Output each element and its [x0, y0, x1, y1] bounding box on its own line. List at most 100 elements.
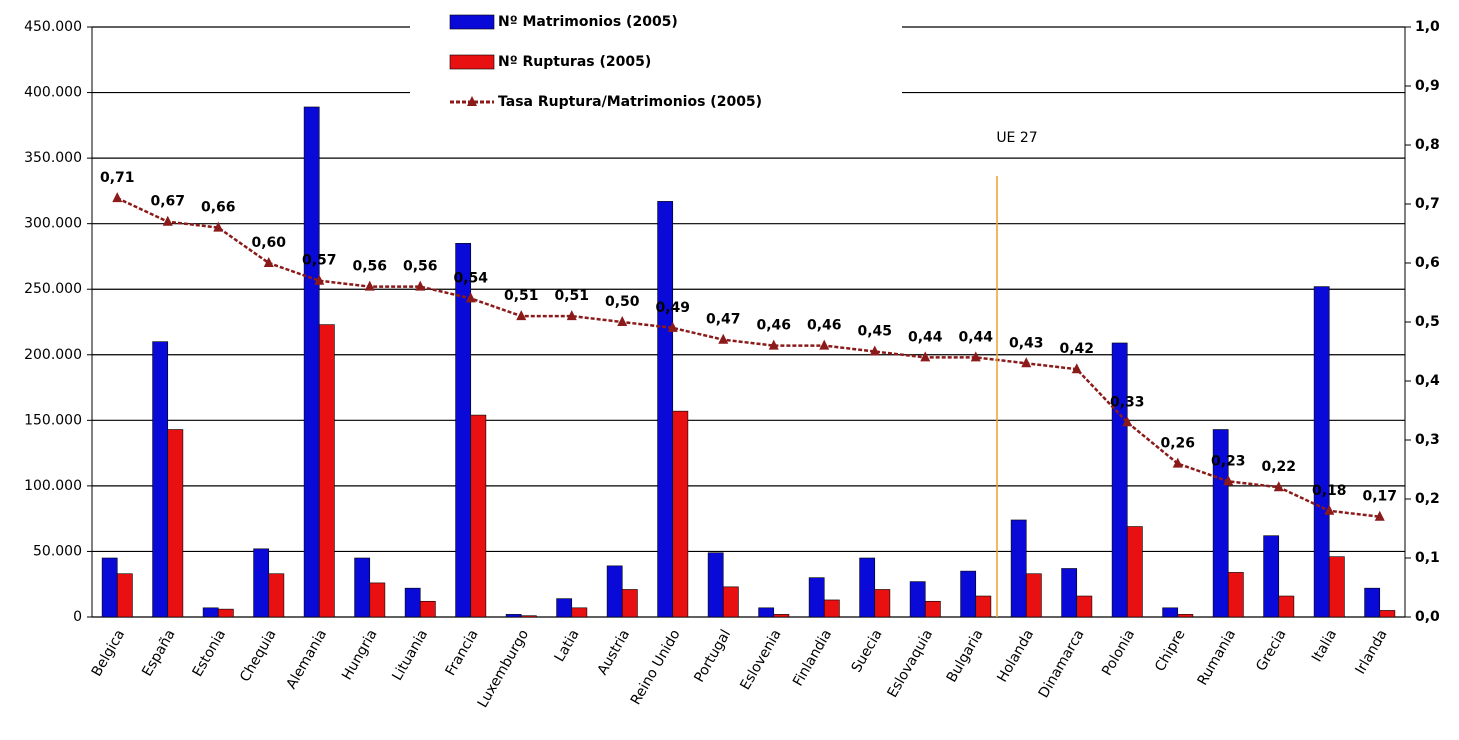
bar: [152, 341, 169, 618]
bar: [874, 589, 891, 618]
bar: [960, 570, 977, 618]
rate-label: 0,26: [1160, 436, 1195, 452]
bar: [520, 615, 537, 618]
bar: [1227, 572, 1244, 618]
x-tick-label: Estonia: [190, 627, 230, 680]
bar: [556, 598, 573, 618]
x-tick-label: Latia: [552, 627, 583, 665]
bar: [202, 607, 219, 618]
x-tick-label: Italia: [1309, 627, 1340, 665]
rate-marker: [869, 345, 880, 356]
rate-label: 0,51: [554, 288, 589, 304]
bar: [1177, 614, 1194, 618]
bar: [1162, 607, 1179, 618]
bar: [621, 589, 638, 618]
rate-marker: [566, 310, 577, 321]
x-tick-label: Rumania: [1195, 627, 1240, 688]
bar: [167, 429, 184, 618]
y-tick-label: 150.000: [24, 412, 82, 428]
rate-marker: [263, 257, 274, 267]
x-tick-label: Chipre: [1152, 627, 1189, 674]
y-tick-label: 350.000: [24, 150, 82, 166]
y-tick-label: 100.000: [24, 478, 82, 494]
rate-marker: [1374, 510, 1385, 521]
rate-label: 0,67: [150, 194, 185, 210]
y2-tick-label: 0,6: [1415, 255, 1440, 271]
x-tick-label: Grecia: [1253, 627, 1289, 674]
rate-label: 0,50: [605, 294, 640, 310]
bar: [909, 581, 926, 618]
rate-marker: [1273, 481, 1284, 492]
y2-tick-label: 0,0: [1415, 609, 1440, 625]
rate-label: 0,51: [504, 288, 539, 304]
x-tick-label: Holanda: [994, 627, 1037, 685]
y-tick-label: 300.000: [24, 216, 82, 232]
x-tick-label: Eslovenia: [737, 627, 784, 693]
bar: [1379, 610, 1396, 618]
bar: [1111, 342, 1128, 618]
legend-label: Nº Rupturas (2005): [498, 54, 651, 70]
rate-marker: [718, 333, 729, 344]
y2-tick-label: 1,0: [1415, 19, 1440, 35]
bar: [1126, 526, 1143, 618]
x-tick-label: Bulgaria: [944, 627, 987, 685]
rate-marker: [667, 321, 678, 332]
y-tick-label: 200.000: [24, 347, 82, 363]
bar: [571, 607, 588, 618]
rate-label: 0,57: [302, 253, 337, 269]
rate-marker: [970, 351, 981, 362]
bar: [773, 614, 790, 618]
rate-label: 0,43: [1009, 335, 1044, 351]
y2-tick-label: 0,4: [1415, 373, 1440, 389]
x-tick-label: España: [139, 627, 178, 679]
rate-label: 0,56: [403, 259, 438, 275]
rate-marker: [1122, 416, 1133, 427]
rate-label: 0,45: [857, 324, 892, 340]
bar: [505, 614, 522, 618]
y-tick-label: 250.000: [24, 281, 82, 297]
y2-tick-label: 0,2: [1415, 491, 1440, 507]
bar: [1364, 587, 1381, 618]
legend-swatch: [449, 14, 495, 30]
rate-label: 0,22: [1261, 459, 1296, 475]
bar: [369, 582, 386, 618]
bar: [1313, 286, 1330, 618]
rate-label: 0,49: [655, 300, 690, 316]
bar: [318, 324, 335, 618]
x-tick-label: Austria: [595, 627, 634, 678]
bar: [924, 600, 941, 618]
rate-marker: [1071, 363, 1082, 374]
bar: [1278, 595, 1295, 618]
x-tick-label: Irlanda: [1352, 627, 1390, 677]
bar: [722, 586, 739, 618]
rate-label: 0,47: [706, 312, 741, 328]
x-tick-label: Luxemburgo: [475, 627, 532, 711]
ue27-label: UE 27: [996, 130, 1037, 146]
bar: [808, 577, 825, 618]
legend-label: Nº Matrimonios (2005): [498, 14, 678, 30]
y2-tick-label: 0,1: [1415, 550, 1440, 566]
x-tick-label: Belgica: [89, 627, 128, 679]
x-tick-label: Eslovaquia: [884, 627, 936, 701]
bar: [101, 557, 118, 618]
rate-label: 0,54: [453, 270, 488, 286]
y-tick-label: 450.000: [24, 19, 82, 35]
y2-tick-label: 0,8: [1415, 137, 1440, 153]
rate-label: 0,71: [100, 170, 135, 186]
rate-label: 0,18: [1312, 483, 1347, 499]
y2-tick-label: 0,3: [1415, 432, 1440, 448]
legend-swatch: [467, 96, 477, 106]
rate-label: 0,56: [352, 259, 387, 275]
rate-marker: [768, 339, 779, 350]
bar: [419, 600, 436, 618]
bar: [758, 607, 775, 618]
x-tick-label: Portugal: [691, 627, 734, 685]
bar: [1076, 595, 1093, 618]
bar: [253, 548, 270, 618]
x-tick-label: Chequia: [237, 627, 280, 685]
bar: [859, 557, 876, 618]
rate-label: 0,23: [1211, 453, 1246, 469]
y2-tick-label: 0,5: [1415, 314, 1440, 330]
x-tick-label: Reino Unido: [628, 627, 684, 708]
